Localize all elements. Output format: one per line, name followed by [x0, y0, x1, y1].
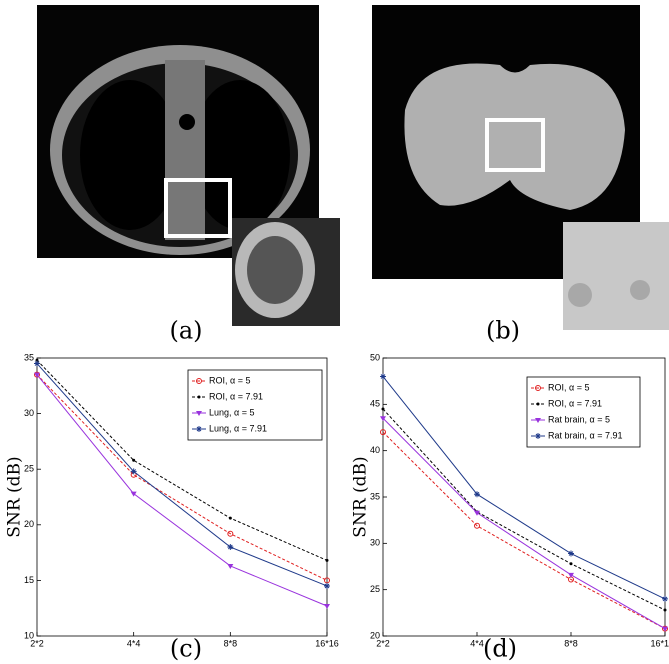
x-tick-label: 16*16 — [315, 638, 339, 648]
marker — [130, 491, 137, 497]
marker — [324, 603, 330, 609]
y-axis-label: SNR (dB) — [5, 456, 25, 537]
marker — [196, 411, 202, 416]
legend-label: Lung, α = 5 — [209, 407, 255, 417]
ct-image — [37, 5, 340, 326]
marker — [535, 433, 541, 439]
series-line — [36, 363, 328, 587]
series-line — [382, 417, 666, 630]
panel-caption: (a) — [169, 317, 202, 345]
legend-label: Lung, α = 7.91 — [209, 423, 267, 433]
x-tick-label: 8*8 — [224, 638, 238, 648]
marker — [34, 372, 40, 378]
marker — [324, 582, 330, 589]
marker — [227, 530, 234, 537]
legend-label: ROI, α = 7.91 — [209, 391, 263, 401]
series-line — [36, 374, 328, 607]
series-line — [382, 376, 666, 600]
marker — [130, 468, 137, 475]
brain-image — [372, 5, 669, 330]
legend-label: Rat brain, α = 5 — [548, 414, 610, 424]
marker — [535, 385, 541, 391]
x-tick-label: 4*4 — [127, 638, 141, 648]
marker — [663, 608, 667, 612]
y-tick-label: 20 — [370, 630, 380, 640]
legend-label: ROI, α = 5 — [548, 382, 589, 392]
marker — [568, 572, 574, 578]
y-tick-label: 50 — [370, 352, 380, 362]
chart-caption: (c) — [170, 635, 202, 663]
marker — [196, 378, 202, 384]
y-axis-label: SNR (dB) — [351, 456, 371, 537]
series-line — [382, 431, 666, 630]
marker — [197, 395, 201, 399]
x-tick-label: 2*2 — [30, 638, 44, 648]
legend-label: Rat brain, α = 7.91 — [548, 430, 623, 440]
marker — [474, 510, 480, 516]
y-tick-label: 45 — [370, 399, 380, 409]
marker — [35, 358, 39, 362]
marker — [662, 595, 668, 602]
marker — [196, 426, 202, 432]
y-tick-label: 10 — [24, 630, 34, 640]
x-tick-label: 8*8 — [564, 638, 578, 648]
marker — [536, 402, 540, 406]
legend — [187, 369, 323, 441]
y-tick-label: 35 — [24, 352, 34, 362]
y-tick-label: 20 — [24, 519, 34, 529]
y-tick-label: 25 — [24, 464, 34, 474]
marker — [380, 373, 386, 380]
y-tick-label: 15 — [24, 575, 34, 585]
marker — [381, 407, 385, 411]
y-tick-label: 30 — [370, 538, 380, 548]
marker — [227, 544, 234, 551]
marker — [34, 360, 40, 367]
marker — [380, 429, 386, 436]
y-tick-label: 40 — [370, 445, 380, 455]
marker — [535, 418, 541, 423]
panel-caption: (b) — [486, 317, 520, 345]
x-tick-label: 2*2 — [376, 638, 390, 648]
marker — [662, 626, 668, 632]
marker — [474, 522, 480, 529]
x-tick-label: 16*1 — [650, 638, 669, 648]
y-tick-label: 30 — [24, 408, 34, 418]
marker — [132, 458, 136, 462]
marker — [227, 563, 234, 569]
y-tick-label: 35 — [370, 491, 380, 501]
legend — [526, 376, 641, 448]
marker — [569, 562, 573, 566]
marker — [325, 558, 329, 562]
series-line — [36, 359, 328, 561]
chart-caption: (d) — [483, 635, 517, 663]
marker — [474, 491, 480, 498]
marker — [228, 516, 232, 520]
plot-area — [36, 357, 328, 637]
y-tick-label: 25 — [370, 584, 380, 594]
legend-label: ROI, α = 7.91 — [548, 398, 602, 408]
marker — [568, 550, 574, 557]
series-line — [36, 374, 328, 581]
x-tick-label: 4*4 — [470, 638, 484, 648]
marker — [380, 416, 386, 422]
marker — [324, 577, 330, 584]
legend-label: ROI, α = 5 — [209, 375, 250, 385]
